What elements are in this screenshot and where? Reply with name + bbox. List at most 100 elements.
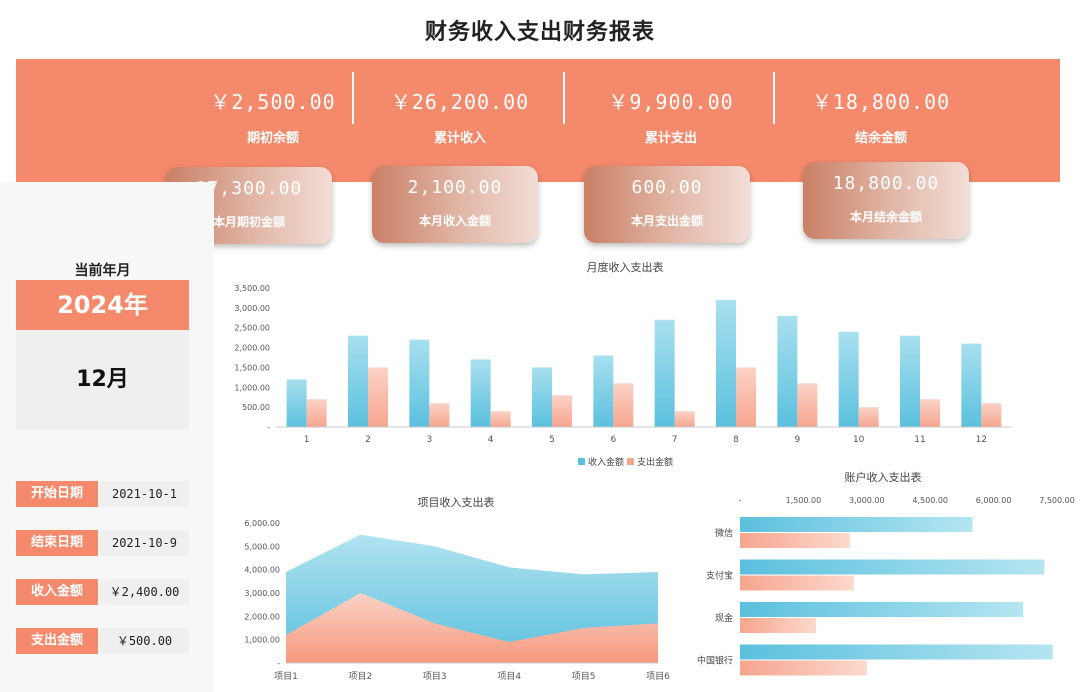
summary-balance: ￥18,800.00 结余金额 [781, 86, 981, 146]
card-month-balance: 18,800.00 本月结余金额 [803, 162, 969, 239]
legend-label-income: 收入金额 [588, 456, 624, 468]
category-label: 中国银行 [697, 655, 733, 667]
filter-key: 收入金额 [16, 579, 98, 605]
legend-label-expense: 支出金额 [637, 456, 673, 468]
x-tick-label: 2 [365, 435, 371, 445]
y-tick-label: 3,000.00 [234, 304, 270, 313]
card-label: 本月支出金额 [630, 214, 703, 228]
summary-opening-balance: ￥2,500.00 期初余额 [173, 86, 373, 146]
category-label: 微信 [715, 527, 733, 539]
income-amount-value[interactable]: ￥2,400.00 [100, 579, 189, 605]
x-tick-label: 1 [304, 435, 310, 445]
expense-area [286, 593, 658, 663]
x-tick-label: 5 [549, 435, 555, 445]
summary-label: 累计支出 [644, 131, 697, 146]
expense-bar [368, 367, 388, 427]
chart-title: 月度收入支出表 [587, 260, 664, 274]
summary-total-income: ￥26,200.00 累计收入 [360, 86, 560, 146]
start-date-input[interactable]: 2021-10-1 [100, 481, 189, 507]
summary-divider [563, 72, 565, 124]
category-label: 现金 [715, 612, 733, 624]
income-bar [838, 331, 859, 427]
x-tick-label: 项目1 [274, 671, 298, 682]
summary-divider [773, 72, 775, 124]
x-tick-label: - [739, 496, 742, 505]
current-period-label: 当前年月 [74, 263, 131, 279]
chart-title: 账户收入支出表 [845, 470, 922, 484]
y-tick-label: 1,000.00 [244, 636, 280, 645]
x-tick-label: 项目5 [572, 671, 596, 682]
x-tick-label: 8 [733, 435, 739, 445]
legend-swatch-income [578, 458, 585, 465]
x-tick-label: 4,500.00 [912, 496, 948, 505]
income-bar [409, 339, 430, 427]
income-bar [286, 379, 307, 427]
expense-bar [740, 618, 817, 633]
expense-bar [981, 403, 1002, 427]
income-bar [740, 517, 973, 532]
expense-bar [674, 411, 695, 427]
income-bar [593, 355, 614, 427]
summary-value: ￥26,200.00 [390, 90, 530, 114]
y-tick-label: 1,000.00 [234, 383, 270, 392]
income-bar [654, 319, 675, 427]
x-tick-label: 3 [426, 435, 432, 445]
expense-bar [797, 383, 818, 427]
expense-bar [613, 383, 634, 427]
summary-divider [352, 72, 354, 124]
income-bar [716, 299, 736, 427]
summary-value: ￥9,900.00 [608, 90, 734, 114]
x-tick-label: 9 [794, 435, 800, 445]
card-value: 2,100.00 [407, 177, 503, 198]
income-bar [740, 602, 1024, 617]
x-tick-label: 项目6 [646, 671, 670, 682]
filter-start-date: 开始日期 2021-10-1 [16, 481, 189, 507]
current-month[interactable]: 12月 [16, 330, 189, 430]
income-bar [740, 644, 1053, 660]
card-label: 本月收入金额 [418, 214, 491, 228]
end-date-input[interactable]: 2021-10-9 [100, 530, 189, 556]
y-tick-label: 4,000.00 [244, 566, 280, 575]
y-tick-label: 5,000.00 [244, 542, 280, 551]
filter-expense-amount: 支出金额 ￥500.00 [16, 628, 189, 654]
summary-label: 累计收入 [433, 131, 486, 146]
account-income-expense-chart: 账户收入支出表 - 1,500.00 3,000.00 4,500.00 6,000.0… [697, 470, 1075, 676]
income-bar [900, 335, 920, 427]
page-title: 财务收入支出财务报表 [424, 19, 655, 45]
card-value: 600.00 [631, 177, 703, 198]
y-tick-label: 3,500.00 [234, 284, 270, 293]
y-tick-label: 2,000.00 [234, 344, 270, 353]
card-value: 18,800.00 [832, 173, 940, 194]
y-tick-label: - [277, 659, 280, 668]
expense-bar [306, 399, 327, 427]
income-bar [740, 559, 1045, 575]
y-tick-label: 1,500.00 [234, 363, 270, 372]
left-panel [0, 182, 214, 692]
summary-total-expense: ￥9,900.00 累计支出 [571, 86, 771, 146]
expense-bar [490, 411, 511, 427]
x-tick-label: 12 [976, 435, 987, 445]
monthly-income-expense-chart: 月度收入支出表 - 500.00 1,000.00 1,500.00 2,000.00 2… [234, 260, 1012, 468]
x-tick-label: 7,500.00 [1039, 496, 1075, 505]
x-tick-label: 项目4 [497, 671, 521, 682]
x-tick-label: 6 [610, 435, 616, 445]
summary-value: ￥18,800.00 [811, 90, 951, 114]
card-label: 本月期初金额 [212, 215, 285, 229]
summary-banner [16, 59, 1060, 182]
filter-income-amount: 收入金额 ￥2,400.00 [16, 579, 189, 605]
income-bar [777, 315, 798, 427]
filter-key: 开始日期 [16, 481, 98, 507]
expense-bar [740, 660, 867, 676]
x-tick-label: 1,500.00 [786, 496, 822, 505]
legend-swatch-expense [627, 458, 634, 465]
income-bar [961, 343, 982, 427]
expense-amount-value[interactable]: ￥500.00 [100, 628, 189, 654]
expense-bar [920, 399, 940, 427]
expense-bar [740, 533, 850, 548]
x-tick-label: 项目2 [349, 671, 373, 682]
x-tick-label: 7 [672, 435, 678, 445]
current-year[interactable]: 2024年 [16, 280, 189, 330]
x-tick-label: 3,000.00 [849, 496, 885, 505]
y-tick-label: - [267, 423, 270, 432]
card-month-income: 2,100.00 本月收入金额 [372, 166, 538, 243]
